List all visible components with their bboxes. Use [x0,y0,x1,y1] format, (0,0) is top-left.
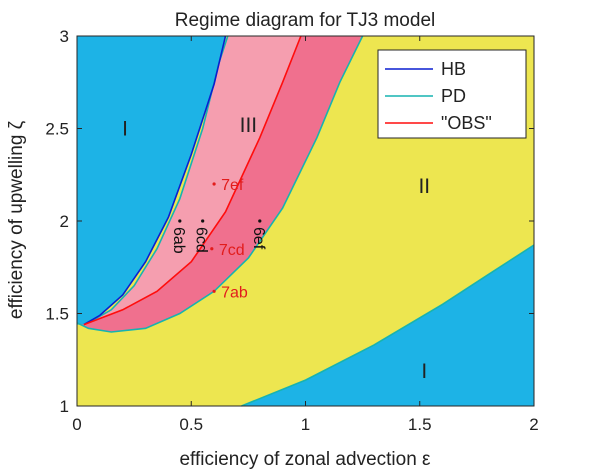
x-tick-label: 2 [529,415,538,434]
x-tick-label: 1 [301,415,310,434]
sample-point-7ef [212,182,216,186]
y-tick-label: 1 [60,397,69,416]
point-label-7cd: 7cd [219,242,245,259]
region-I-lower-fill [241,245,534,406]
point-label-6ef: 6ef [250,227,267,250]
legend-label: HB [441,59,466,79]
legend-label: "OBS" [441,113,492,133]
region-label: I [122,118,128,141]
region-label: III [240,114,258,137]
sample-point-7cd [210,247,214,251]
x-tick-label: 0.5 [179,415,203,434]
y-tick-label: 3 [60,27,69,46]
sample-point-7ab [212,289,216,293]
point-label-7ef: 7ef [221,177,244,194]
x-tick-label: 0 [72,415,81,434]
sample-points: 7ef 7cd 7ab 6ab 6cd 6ef [170,177,267,301]
y-axis-label: efficiency of upwelling ζ [6,120,27,319]
x-axis-label: efficiency of zonal advection ε [179,449,431,470]
point-label-7ab: 7ab [221,284,248,301]
region-III-fill [83,36,301,325]
y-tick-label: 1.5 [45,305,69,324]
axis-ticks: 0 0.5 1 1.5 2 1 1.5 2 2.5 3 [45,27,538,434]
region-label: I [421,360,427,383]
sample-point-6ef [258,219,262,223]
region-label: II [418,175,430,198]
y-tick-label: 2.5 [45,120,69,139]
region-obs-fill [77,36,363,332]
point-label-6cd: 6cd [193,227,210,253]
obs-curve [83,35,302,326]
legend-label: PD [441,86,466,106]
curves-group [76,35,535,407]
y-tick-label: 2 [60,212,69,231]
chart-title: Regime diagram for TJ3 model [175,10,435,31]
sample-point-6cd [201,219,205,223]
region-I-left-fill [77,36,226,325]
point-label-6ab: 6ab [170,227,187,254]
pd-curve-lower [241,244,535,407]
x-tick-label: 1.5 [408,415,432,434]
sample-point-6ab [178,219,182,223]
hb-curve [83,35,227,326]
legend: HB PD "OBS" [377,49,527,139]
